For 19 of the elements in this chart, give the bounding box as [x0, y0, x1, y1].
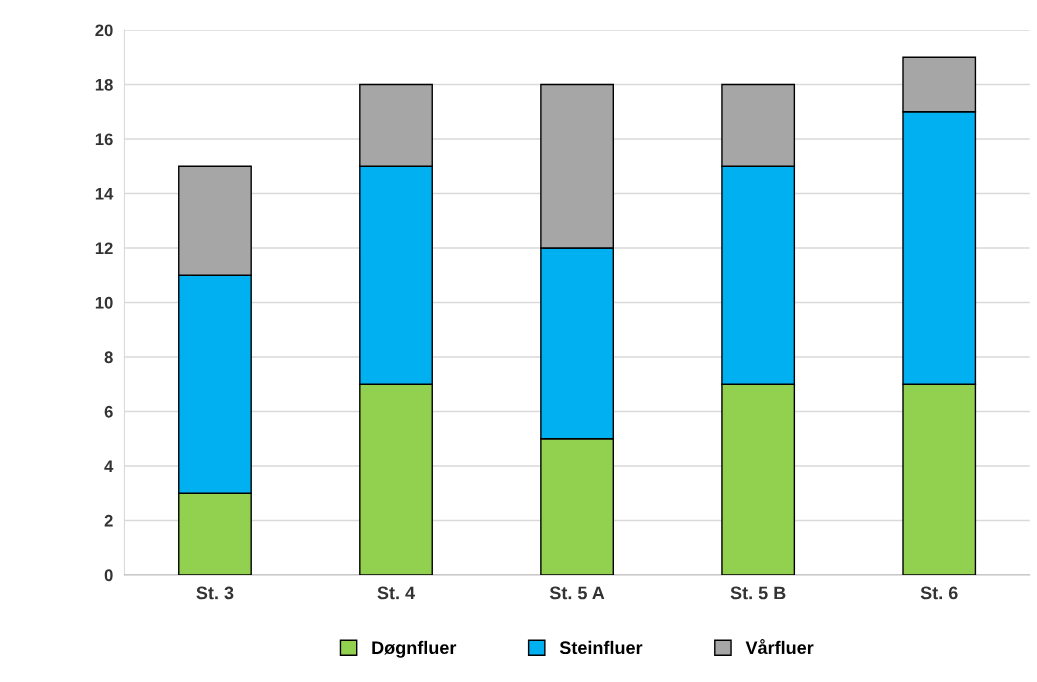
legend-label: Steinfluer: [559, 640, 643, 655]
legend-label: Døgnfluer: [372, 640, 457, 658]
legend-label: Vårfluer: [745, 639, 814, 655]
x-tick-label: St. 5 B: [730, 586, 786, 600]
y-tick-label: 6: [104, 405, 113, 418]
x-tick-label: St. 4: [377, 586, 415, 600]
y-tick-label: 2: [104, 514, 113, 527]
x-tick-label: St. 5 A: [549, 586, 605, 600]
y-tick-label: 18: [95, 78, 113, 91]
x-tick-label: St. 6: [920, 586, 958, 600]
x-tick-label: St. 3: [196, 586, 234, 600]
y-tick-label: 12: [95, 242, 113, 255]
y-tick-label: 0: [104, 569, 113, 582]
y-tick-label: 8: [104, 351, 113, 364]
y-tick-label: 14: [95, 188, 114, 200]
y-tick-label: 20: [95, 24, 113, 37]
y-tick-label: 10: [95, 296, 113, 309]
y-tick-label: 4: [104, 460, 114, 472]
y-tick-label: 16: [95, 133, 113, 146]
